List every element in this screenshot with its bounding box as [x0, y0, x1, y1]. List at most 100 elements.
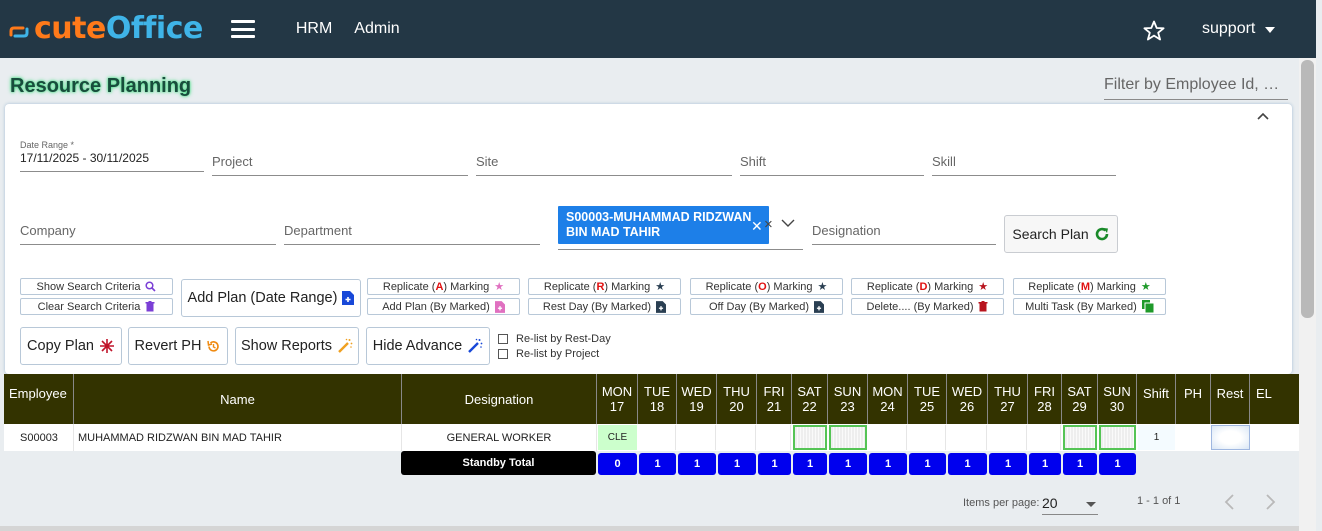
day-number: 26	[959, 399, 975, 414]
col-day-4[interactable]: FRI 21	[757, 374, 792, 424]
col-name[interactable]: Name	[74, 374, 402, 424]
clear-search-criteria-button[interactable]: Clear Search Criteria	[20, 298, 173, 315]
user-menu[interactable]: support	[1202, 20, 1276, 38]
row-shift-count: 1	[1138, 425, 1175, 450]
day-number: 19	[689, 399, 704, 414]
replicate-m-label: Replicate (M) Marking	[1028, 280, 1136, 293]
col-day-3[interactable]: THU 20	[717, 374, 757, 424]
standby-total-day-4: 1	[758, 453, 791, 475]
chevron-up-icon[interactable]	[1255, 110, 1271, 122]
plan-cell-day-9[interactable]	[948, 425, 987, 450]
revert-ph-button[interactable]: Revert PH	[128, 327, 228, 365]
show-search-criteria-label: Show Search Criteria	[36, 280, 141, 293]
plan-cell-day-7[interactable]	[869, 425, 907, 450]
project-field[interactable]: Project	[212, 146, 468, 176]
shift-field[interactable]: Shift	[740, 146, 924, 176]
add-plan-date-range-button[interactable]: Add Plan (Date Range)	[181, 279, 361, 317]
col-day-0[interactable]: MON 17	[597, 374, 638, 424]
col-ph[interactable]: PH	[1176, 374, 1211, 424]
col-day-10[interactable]: THU 27	[988, 374, 1028, 424]
row-rest-cell[interactable]	[1211, 425, 1250, 450]
standby-total-day-0: 0	[598, 453, 637, 475]
chevron-right-icon[interactable]	[1263, 493, 1277, 511]
col-day-6[interactable]: SUN 23	[828, 374, 868, 424]
favorite-star-icon[interactable]	[1142, 19, 1166, 43]
star-icon: ★	[817, 281, 828, 293]
employee-filter-input[interactable]: Filter by Employee Id, N...	[1104, 72, 1288, 100]
col-day-7[interactable]: MON 24	[868, 374, 908, 424]
plan-cell-day-0[interactable]: CLE	[598, 425, 637, 450]
page-range: 1 - 1 of 1	[1137, 495, 1181, 507]
file-plus-icon	[656, 300, 667, 313]
nav-hrm[interactable]: HRM	[295, 20, 333, 37]
department-field[interactable]: Department	[284, 215, 540, 245]
app-logo[interactable]: cuteOffice	[8, 0, 203, 58]
site-field[interactable]: Site	[476, 146, 732, 176]
plan-cell-day-5[interactable]	[793, 425, 827, 450]
search-plan-button[interactable]: Search Plan	[1004, 215, 1118, 253]
col-day-1[interactable]: TUE 18	[638, 374, 677, 424]
menu-icon[interactable]	[230, 20, 255, 38]
standby-total-day-2: 1	[678, 453, 716, 475]
plan-cell-day-10[interactable]	[989, 425, 1027, 450]
rest-day-marked-button[interactable]: Rest Day (By Marked)	[528, 298, 681, 315]
col-day-5[interactable]: SAT 22	[792, 374, 828, 424]
add-plan-marked-button[interactable]: Add Plan (By Marked)	[367, 298, 520, 315]
logo-link-icon	[9, 26, 29, 38]
show-reports-button[interactable]: Show Reports	[235, 327, 359, 365]
plan-cell-day-2[interactable]	[678, 425, 716, 450]
relist-project-checkbox[interactable]: Re-list by Project	[498, 348, 599, 360]
replicate-o-button[interactable]: Replicate (O) Marking ★	[690, 278, 843, 295]
replicate-a-label: Replicate (A) Marking	[382, 280, 490, 293]
replicate-r-button[interactable]: Replicate (R) Marking ★	[528, 278, 681, 295]
col-day-9[interactable]: WED 26	[947, 374, 988, 424]
date-range-field[interactable]: Date Range * 17/11/2025 - 30/11/2025	[20, 140, 204, 172]
col-day-12[interactable]: SAT 29	[1062, 374, 1098, 424]
plan-cell-day-11[interactable]	[1029, 425, 1061, 450]
multi-task-marked-button[interactable]: Multi Task (By Marked)	[1013, 298, 1166, 315]
hide-advance-button[interactable]: Hide Advance	[366, 327, 490, 365]
plan-cell-day-1[interactable]	[639, 425, 676, 450]
page-scrollbar-thumb[interactable]	[1301, 60, 1314, 318]
col-el[interactable]: EL	[1256, 386, 1272, 401]
company-field[interactable]: Company	[20, 215, 276, 245]
plan-cell-day-3[interactable]	[718, 425, 756, 450]
skill-field[interactable]: Skill	[932, 146, 1116, 176]
chevron-down-icon[interactable]	[781, 219, 795, 228]
copy-plan-button[interactable]: Copy Plan	[20, 327, 122, 365]
page-size-select[interactable]: 20	[1042, 493, 1098, 515]
delete-marked-button[interactable]: Delete.... (By Marked)	[851, 298, 1004, 315]
day-number: 22	[802, 399, 817, 414]
designation-field[interactable]: Designation	[812, 215, 996, 245]
col-day-11[interactable]: FRI 28	[1028, 374, 1062, 424]
replicate-d-button[interactable]: Replicate (D) Marking ★	[851, 278, 1004, 295]
nav-admin[interactable]: Admin	[354, 20, 400, 37]
employee-chip[interactable]: S00003-MUHAMMAD RIDZWAN BIN MAD TAHIR	[558, 206, 769, 244]
col-shift[interactable]: Shift	[1137, 374, 1176, 424]
off-day-marked-button[interactable]: Off Day (By Marked)	[690, 298, 843, 315]
checkbox-icon[interactable]	[498, 349, 508, 359]
show-search-criteria-button[interactable]: Show Search Criteria	[20, 278, 173, 295]
checkbox-icon[interactable]	[498, 334, 508, 344]
plan-cell-day-12[interactable]	[1063, 425, 1097, 450]
chip-remove-icon[interactable]: ✕	[751, 218, 763, 234]
plan-cell-day-4[interactable]	[758, 425, 791, 450]
replicate-m-button[interactable]: Replicate (M) Marking ★	[1013, 278, 1166, 295]
relist-project-label: Re-list by Project	[516, 348, 600, 360]
plan-cell-day-8[interactable]	[909, 425, 946, 450]
col-day-8[interactable]: TUE 25	[908, 374, 947, 424]
standby-total-day-12: 1	[1063, 453, 1097, 475]
revert-ph-label: Revert PH	[134, 338, 202, 354]
col-employee[interactable]: Employee	[4, 374, 74, 424]
relist-rest-day-checkbox[interactable]: Re-list by Rest-Day	[498, 333, 611, 345]
replicate-a-button[interactable]: Replicate (A) Marking ★	[367, 278, 520, 295]
col-day-2[interactable]: WED 19	[677, 374, 717, 424]
col-day-13[interactable]: SUN 30	[1098, 374, 1137, 424]
clear-selection-icon[interactable]: ×	[764, 216, 773, 233]
col-rest[interactable]: Rest	[1211, 374, 1250, 424]
chevron-left-icon[interactable]	[1223, 493, 1237, 511]
plan-cell-day-13[interactable]	[1099, 425, 1136, 450]
plan-cell-day-6[interactable]	[829, 425, 867, 450]
standby-total-day-6: 1	[829, 453, 867, 475]
col-designation[interactable]: Designation	[402, 374, 597, 424]
